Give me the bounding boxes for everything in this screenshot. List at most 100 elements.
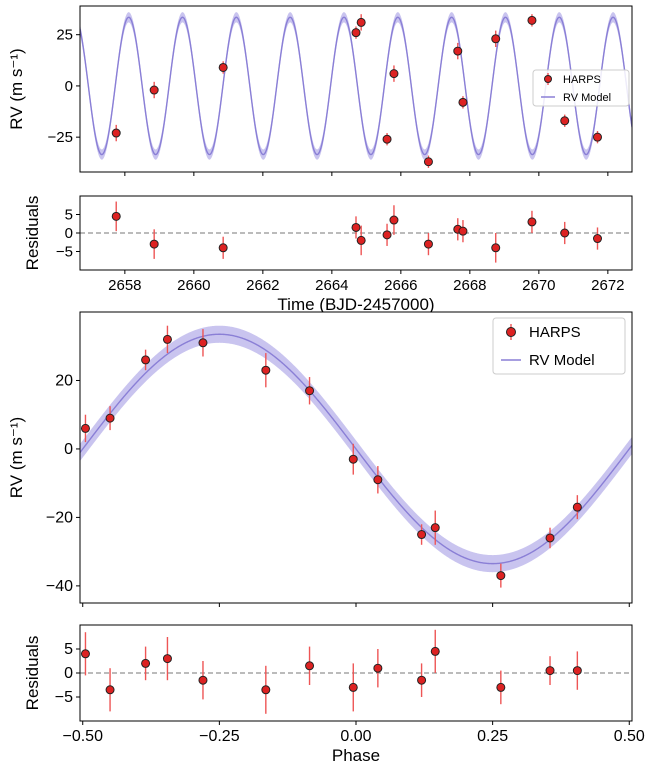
y-axis-label: Residuals: [23, 196, 42, 271]
data-point: [111, 128, 121, 138]
y-tick-label: 0: [65, 225, 73, 242]
legend: HARPS RV Model: [532, 69, 630, 107]
plot-clip: [80, 12, 632, 168]
data-point: [356, 17, 366, 27]
y-tick-label: −20: [46, 509, 73, 526]
x-tick-label: 2664: [315, 277, 348, 294]
y-tick-label: 25: [56, 27, 73, 44]
plot-clip: [80, 201, 632, 263]
data-point: [491, 243, 501, 253]
data-point: [261, 365, 271, 375]
model-line: [80, 16, 632, 156]
data-point: [351, 28, 361, 38]
data-point: [305, 661, 315, 671]
data-point: [453, 46, 463, 56]
data-point: [458, 226, 468, 236]
data-point: [373, 475, 383, 485]
x-tick-label: 2660: [177, 277, 210, 294]
panel-time-rv: −25 0 25 RV (m s⁻¹) HARPS RV Model: [7, 5, 633, 176]
data-point: [423, 239, 433, 249]
x-tick-label: 2670: [522, 277, 555, 294]
x-tick-label: 2658: [108, 277, 141, 294]
legend-marker-point: [506, 327, 516, 337]
data-point: [80, 649, 90, 659]
data-point: [593, 234, 602, 244]
data-point: [351, 222, 361, 232]
x-axis-label: Phase: [332, 746, 380, 765]
legend-box: [492, 317, 626, 375]
data-point: [496, 571, 506, 581]
data-point: [545, 666, 555, 676]
data-point: [572, 502, 582, 512]
data-point: [423, 157, 433, 167]
data-point: [356, 235, 366, 245]
y-tick-label: −5: [56, 244, 73, 261]
data-point: [305, 386, 315, 396]
x-tick-label: −0.25: [199, 728, 240, 745]
x-tick-label: 0.25: [477, 728, 508, 745]
data-point: [496, 682, 506, 692]
x-tick-label: −0.50: [62, 728, 103, 745]
data-point: [80, 423, 90, 433]
plot-clip: [80, 629, 632, 714]
data-point: [560, 228, 570, 238]
data-point: [141, 658, 151, 668]
legend-label: RV Model: [563, 92, 611, 104]
panel-phase-residuals: −5 0 5 −0.50 −0.25 0.00 0.25 0.50 Residuals Phase: [23, 624, 645, 765]
data-point: [198, 675, 208, 685]
legend-label: RV Model: [529, 352, 595, 369]
plot-frame: [79, 5, 633, 173]
data-point: [218, 62, 228, 72]
y-tick-label: −25: [48, 129, 73, 146]
y-tick-label: 0: [64, 665, 73, 682]
data-point: [162, 654, 172, 664]
data-point: [572, 666, 582, 676]
data-point: [348, 682, 358, 692]
y-tick-label: 20: [55, 372, 73, 389]
data-point: [218, 243, 228, 253]
y-tick-label: 0: [64, 441, 73, 458]
data-point: [430, 523, 440, 533]
data-point: [105, 685, 115, 695]
legend-marker-point: [544, 75, 552, 83]
data-point: [545, 533, 555, 543]
data-point: [105, 413, 115, 423]
y-tick-label: 0: [65, 78, 73, 95]
data-point: [373, 663, 383, 673]
x-tick-label: 0.00: [340, 728, 371, 745]
data-point: [417, 675, 427, 685]
data-point: [348, 454, 358, 464]
data-point: [417, 530, 427, 540]
data-point: [389, 215, 399, 225]
legend-label: HARPS: [529, 324, 581, 341]
x-tick-label: 2668: [453, 277, 486, 294]
data-point: [382, 134, 392, 144]
x-tick-label: 2666: [384, 277, 417, 294]
y-tick-label: 5: [65, 207, 73, 224]
data-point: [141, 355, 151, 365]
y-tick-label: −5: [55, 689, 73, 706]
data-point: [198, 338, 208, 348]
x-tick-label: 0.50: [614, 728, 645, 745]
legend-box: [532, 69, 630, 107]
data-point: [593, 132, 602, 142]
x-tick-label: 2672: [591, 277, 624, 294]
y-axis-label: RV (m s⁻¹): [7, 48, 26, 129]
data-point: [458, 97, 468, 107]
panel-time-residuals: −5 05 2658 2660 2662 2664 2666 2668 2670 2672 Resi…: [23, 195, 633, 314]
data-point: [149, 239, 159, 249]
data-point: [162, 334, 172, 344]
y-axis-label: RV (m s⁻¹): [7, 417, 26, 498]
data-point: [430, 646, 440, 656]
data-point: [149, 85, 159, 95]
data-point: [560, 116, 570, 126]
data-point: [382, 230, 392, 240]
y-axis-label: Residuals: [23, 636, 42, 711]
data-point: [389, 69, 399, 79]
y-tick-label: −40: [46, 578, 73, 595]
data-point: [261, 685, 271, 695]
x-axis-label: Time (BJD-2457000): [277, 295, 434, 314]
x-tick-label: 2662: [246, 277, 279, 294]
model-line: [80, 333, 632, 565]
